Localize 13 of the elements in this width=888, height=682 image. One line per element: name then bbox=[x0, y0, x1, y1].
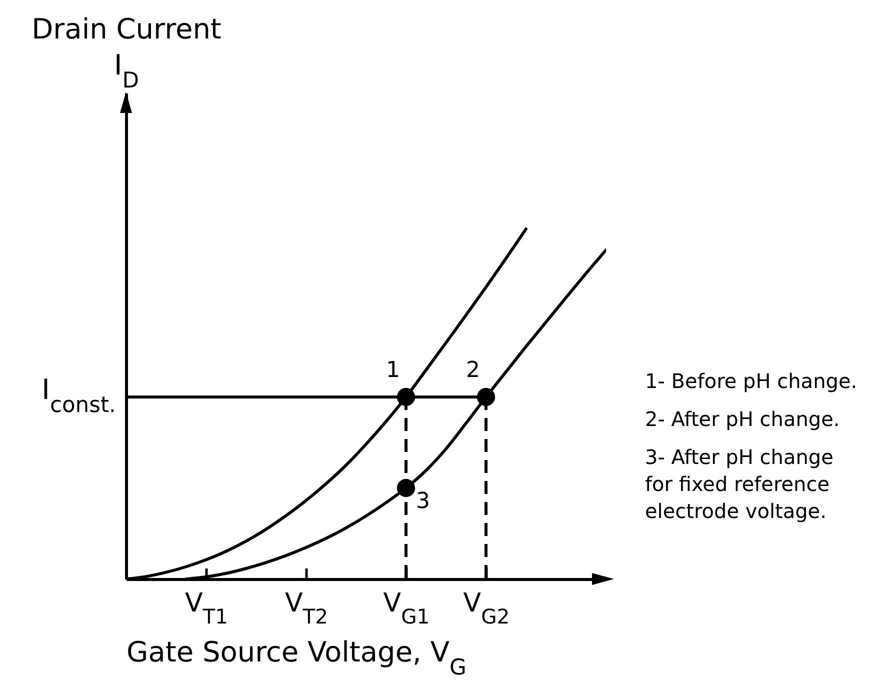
x-axis-title: Gate Source Voltage, V$_{G}$ bbox=[126, 636, 466, 680]
x-tick-label: V$_{T1}$ bbox=[184, 588, 228, 628]
annotation: 3 bbox=[416, 489, 430, 514]
annotation: 2 bbox=[466, 358, 480, 383]
annotation: 1 bbox=[386, 358, 400, 383]
x-tick-label: V$_{G2}$ bbox=[463, 588, 510, 628]
x-tick-label: V$_{G1}$ bbox=[383, 588, 430, 628]
y-axis-title: Drain Current I$_{D}$ bbox=[32, 12, 222, 93]
series-label: I$_{const.}$ bbox=[42, 373, 116, 418]
text: 3- After pH change for fixed reference electrode voltage. bbox=[645, 445, 834, 523]
text: 1- Before pH change. bbox=[645, 369, 858, 393]
text: 2- After pH change. bbox=[645, 407, 840, 431]
x-tick-label: V$_{T2}$ bbox=[284, 588, 328, 628]
